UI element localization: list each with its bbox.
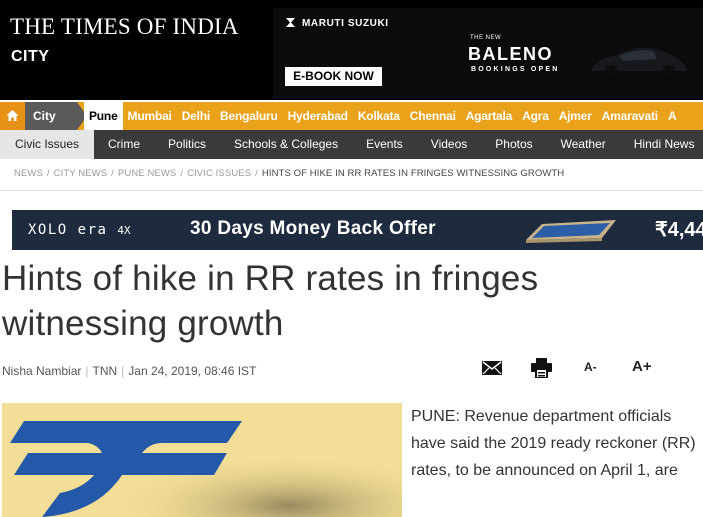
breadcrumb-divider [0, 190, 703, 191]
tab-photos[interactable]: Photos [495, 137, 533, 151]
city-nav-item-kolkata[interactable]: Kolkata [357, 109, 400, 123]
city-nav-item-chennai[interactable]: Chennai [409, 109, 456, 123]
header-ad-banner[interactable]: MARUTI SUZUKI E-BOOK NOW THE NEW BALENO … [273, 8, 703, 99]
breadcrumb-separator: / [46, 168, 50, 179]
email-icon [482, 361, 502, 375]
breadcrumb-current: HINTS OF HIKE IN RR RATES IN FRINGES WIT… [261, 168, 565, 179]
home-icon [6, 110, 19, 121]
city-nav-item-more[interactable]: A [667, 109, 677, 123]
car-image-icon [591, 47, 687, 77]
article-agency: TNN [92, 364, 118, 378]
city-nav-item-pune[interactable]: Pune [84, 102, 123, 130]
city-nav-item-mumbai[interactable]: Mumbai [127, 109, 172, 123]
section-label[interactable]: CITY [11, 48, 50, 65]
article-author[interactable]: Nisha Nambiar [2, 364, 82, 378]
site-header: THE TIMES OF INDIA CITY MARUTI SUZUKI E-… [0, 0, 703, 100]
promo-brand-name: XOLO era [28, 222, 108, 238]
ad-booking-text: BOOKINGS OPEN [471, 66, 560, 73]
increase-font-button[interactable]: A+ [632, 358, 652, 375]
ad-model: BALENO [468, 44, 553, 64]
article-headline: Hints of hike in RR rates in fringes wit… [2, 259, 539, 343]
city-nav-item-hyderabad[interactable]: Hyderabad [287, 109, 348, 123]
breadcrumb-news[interactable]: NEWS [14, 168, 43, 179]
city-nav-item-bengaluru[interactable]: Bengaluru [220, 109, 278, 123]
city-nav: City Pune Mumbai Delhi Bengaluru Hyderab… [0, 102, 703, 130]
promo-brand-model: 4X [117, 224, 131, 237]
article-date: Jan 24, 2019, 08:46 IST [128, 364, 257, 378]
breadcrumb-city-news[interactable]: CITY NEWS [53, 168, 108, 179]
breadcrumb-separator: / [111, 168, 114, 179]
rupee-symbol-image [2, 403, 402, 517]
promo-price: ₹4,44 [655, 219, 703, 241]
breadcrumb-separator: / [255, 168, 258, 179]
tab-schools-colleges[interactable]: Schools & Colleges [234, 137, 339, 151]
site-logo[interactable]: THE TIMES OF INDIA [10, 14, 239, 39]
article-byline: Nisha Nambiar | TNN | Jan 24, 2019, 08:46 IS… [2, 364, 257, 378]
tab-events[interactable]: Events [366, 137, 403, 151]
promo-ad-banner[interactable]: XOLO era 4X 30 Days Money Back Offer ₹4,… [12, 210, 703, 250]
ad-brand: MARUTI SUZUKI [285, 18, 389, 29]
breadcrumb: NEWS / CITY NEWS / PUNE NEWS / CIVIC ISSUES / HI… [14, 168, 564, 179]
promo-brand: XOLO era 4X [28, 222, 131, 238]
breadcrumb-separator: / [180, 168, 184, 179]
tab-weather[interactable]: Weather [560, 137, 606, 151]
city-nav-item-agra[interactable]: Agra [522, 109, 549, 123]
tab-politics[interactable]: Politics [168, 137, 207, 151]
city-section-tab[interactable]: City [25, 102, 77, 130]
article-image[interactable] [2, 403, 402, 517]
print-button[interactable] [531, 358, 552, 380]
breadcrumb-civic-issues[interactable]: CIVIC ISSUES [187, 168, 252, 179]
city-nav-item-amaravati[interactable]: Amaravati [601, 109, 658, 123]
article-body: PUNE: Revenue department officials have … [411, 408, 696, 479]
promo-offer: 30 Days Money Back Offer [190, 218, 436, 239]
print-icon [531, 358, 552, 379]
ad-brand-label: MARUTI SUZUKI [302, 18, 389, 29]
city-tab-arrow [77, 102, 87, 130]
breadcrumb-pune-news[interactable]: PUNE NEWS [117, 168, 177, 179]
section-sub-nav: Civic Issues Crime Politics Schools & Co… [0, 130, 703, 159]
city-nav-item-ajmer[interactable]: Ajmer [558, 109, 592, 123]
home-button[interactable] [0, 102, 25, 130]
ebook-now-button[interactable]: E-BOOK NOW [285, 67, 382, 86]
city-nav-item-delhi[interactable]: Delhi [181, 109, 211, 123]
phone-image-icon [526, 220, 616, 243]
tab-crime[interactable]: Crime [108, 137, 141, 151]
tab-hindi-news[interactable]: Hindi News [633, 137, 695, 151]
tab-civic-issues[interactable]: Civic Issues [0, 130, 95, 159]
suzuki-logo-icon [286, 18, 295, 27]
city-nav-items: Pune Mumbai Delhi Bengaluru Hyderabad Ko… [84, 102, 681, 130]
decrease-font-button[interactable]: A- [584, 360, 597, 374]
city-nav-item-agartala[interactable]: Agartala [465, 109, 513, 123]
tab-videos[interactable]: Videos [430, 137, 468, 151]
email-button[interactable] [482, 361, 502, 383]
ad-tag: THE NEW [470, 35, 502, 41]
